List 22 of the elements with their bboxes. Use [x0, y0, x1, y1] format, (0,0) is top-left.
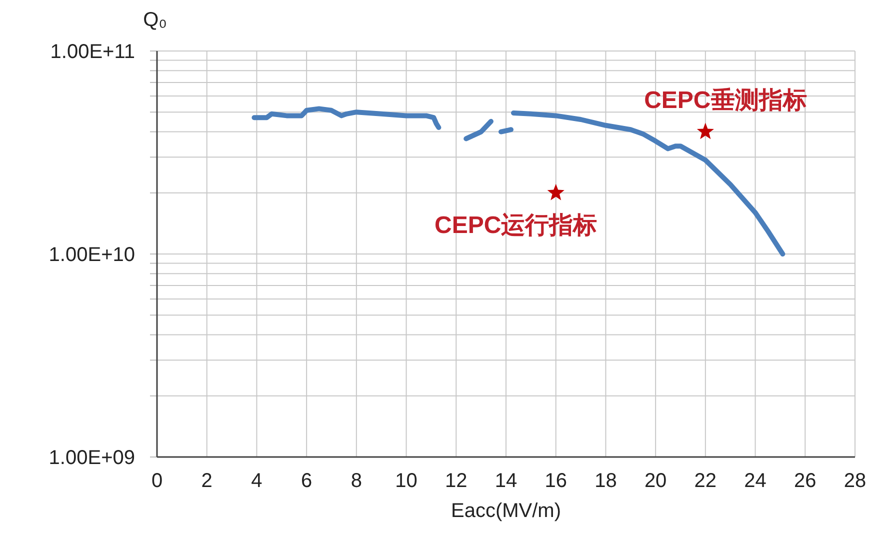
x-tick-label: 2 — [201, 470, 212, 492]
x-tick-label: 10 — [395, 470, 418, 492]
x-tick-label: 8 — [350, 470, 362, 492]
x-tick-label: 6 — [301, 470, 312, 492]
y-axis-title: Q₀ — [143, 9, 167, 31]
x-tick-label: 12 — [445, 470, 468, 492]
x-tick-label: 4 — [251, 470, 262, 492]
x-tick-label: 28 — [844, 470, 866, 492]
x-tick-label: 26 — [794, 470, 816, 492]
y-tick-label: 1.00E+10 — [48, 244, 135, 266]
x-axis-title: Eacc(MV/m) — [451, 500, 561, 522]
x-tick-label: 18 — [594, 470, 617, 492]
annotation: CEPC垂测指标 — [644, 86, 807, 114]
x-tick-label: 0 — [151, 470, 163, 492]
x-tick-label: 24 — [744, 470, 766, 492]
x-tick-label: 22 — [694, 470, 717, 492]
x-tick-label: 20 — [644, 470, 667, 492]
x-tick-label: 16 — [544, 470, 567, 492]
y-tick-label: 1.00E+11 — [50, 41, 135, 63]
annotation: CEPC运行指标 — [434, 212, 598, 239]
x-tick-label: 14 — [494, 470, 518, 492]
y-tick-label: 1.00E+09 — [48, 447, 135, 469]
